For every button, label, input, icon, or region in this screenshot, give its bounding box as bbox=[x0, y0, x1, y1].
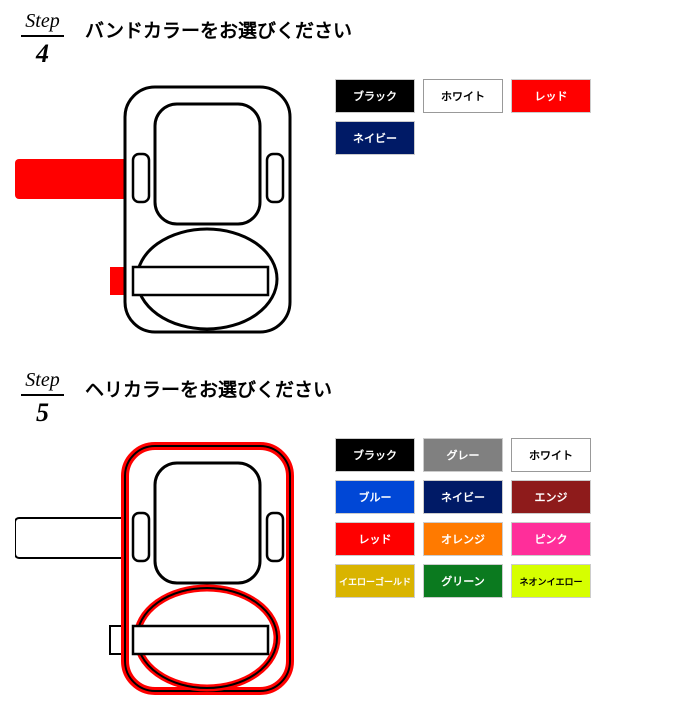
step-4-preview bbox=[15, 79, 315, 339]
color-swatch[interactable]: グリーン bbox=[423, 564, 503, 598]
step-5-title: ヘリカラーをお選びください bbox=[85, 369, 332, 402]
color-swatch[interactable]: ピンク bbox=[511, 522, 591, 556]
step-5-body: ブラックグレーホワイトブルーネイビーエンジレッドオレンジピンクイエローゴールドグ… bbox=[15, 438, 665, 698]
color-swatch[interactable]: オレンジ bbox=[423, 522, 503, 556]
step-word: Step bbox=[21, 10, 63, 37]
color-swatch[interactable]: ネイビー bbox=[335, 121, 415, 155]
knee-pad-icon bbox=[15, 79, 315, 339]
step-4-body: ブラックホワイトレッドネイビー bbox=[15, 79, 665, 339]
knee-pad-icon bbox=[15, 438, 315, 698]
color-swatch[interactable]: グレー bbox=[423, 438, 503, 472]
color-swatch[interactable]: ホワイト bbox=[511, 438, 591, 472]
step-4-header: Step 4 バンドカラーをお選びください bbox=[15, 10, 665, 69]
step-5-label: Step 5 bbox=[15, 369, 70, 428]
color-swatch[interactable]: エンジ bbox=[511, 480, 591, 514]
step-4-swatches: ブラックホワイトレッドネイビー bbox=[335, 79, 665, 155]
color-swatch[interactable]: ブラック bbox=[335, 438, 415, 472]
color-swatch[interactable]: ブルー bbox=[335, 480, 415, 514]
step-5-swatches: ブラックグレーホワイトブルーネイビーエンジレッドオレンジピンクイエローゴールドグ… bbox=[335, 438, 665, 598]
color-swatch[interactable]: イエローゴールド bbox=[335, 564, 415, 598]
step-5-preview bbox=[15, 438, 315, 698]
color-swatch[interactable]: ブラック bbox=[335, 79, 415, 113]
step-number: 5 bbox=[36, 398, 49, 428]
color-swatch[interactable]: ホワイト bbox=[423, 79, 503, 113]
color-swatch[interactable]: ネオンイエロー bbox=[511, 564, 591, 598]
step-5-header: Step 5 ヘリカラーをお選びください bbox=[15, 369, 665, 428]
step-5-section: Step 5 ヘリカラーをお選びください bbox=[15, 369, 665, 698]
color-swatch[interactable]: レッド bbox=[335, 522, 415, 556]
step-number: 4 bbox=[36, 39, 49, 69]
step-4-section: Step 4 バンドカラーをお選びください bbox=[15, 10, 665, 339]
color-swatch[interactable]: レッド bbox=[511, 79, 591, 113]
step-word: Step bbox=[21, 369, 63, 396]
step-4-label: Step 4 bbox=[15, 10, 70, 69]
step-4-title: バンドカラーをお選びください bbox=[85, 10, 352, 43]
color-swatch[interactable]: ネイビー bbox=[423, 480, 503, 514]
